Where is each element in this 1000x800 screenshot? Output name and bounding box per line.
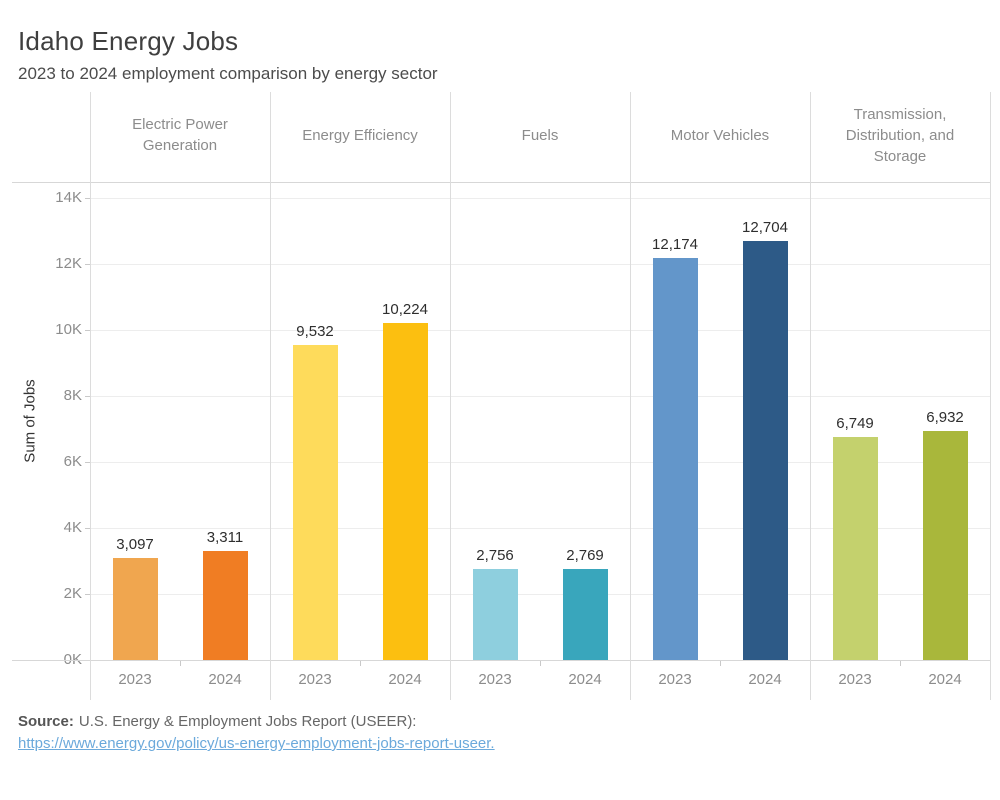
bar-2023[interactable] xyxy=(292,345,338,660)
bar-2023[interactable] xyxy=(112,558,158,660)
panel-divider xyxy=(450,92,451,700)
source-link[interactable]: https://www.energy.gov/policy/us-energy-… xyxy=(18,735,495,752)
bar-2024[interactable] xyxy=(562,569,608,660)
bar-value-label: 12,174 xyxy=(652,236,698,253)
chart-title: Idaho Energy Jobs xyxy=(18,26,239,56)
y-tick-label: 10K xyxy=(55,321,82,338)
x-tick-mark xyxy=(360,661,361,666)
source-label: Source: xyxy=(18,713,74,730)
panel-divider xyxy=(990,92,991,700)
panel-header: Motor Vehicles xyxy=(670,126,770,144)
y-tick-label: 4K xyxy=(63,519,82,536)
x-tick-mark xyxy=(180,661,181,666)
bar-value-label: 10,224 xyxy=(382,301,428,318)
source-note: Source: U.S. Energy & Employment Jobs Rep… xyxy=(18,711,495,755)
y-tick-label: 6K xyxy=(63,453,82,470)
panel-header: Transmission, Distribution, and Storage xyxy=(845,105,955,165)
y-tick-mark xyxy=(85,462,90,463)
chart-subtitle: 2023 to 2024 employment comparison by en… xyxy=(18,64,438,83)
y-tick-label: 12K xyxy=(55,255,82,272)
y-tick-mark xyxy=(85,396,90,397)
y-tick-mark xyxy=(85,264,90,265)
x-tick-label: 2024 xyxy=(748,671,782,688)
y-gridline xyxy=(90,594,990,595)
x-tick-label: 2023 xyxy=(478,671,512,688)
plot-top-border xyxy=(12,182,990,183)
x-axis-line xyxy=(12,660,990,661)
x-tick-mark xyxy=(720,661,721,666)
bar-2023[interactable] xyxy=(472,569,518,660)
bar-value-label: 3,097 xyxy=(116,536,154,553)
x-tick-label: 2023 xyxy=(658,671,692,688)
panel-divider xyxy=(810,92,811,700)
bar-value-label: 6,749 xyxy=(836,415,874,432)
y-tick-label: 8K xyxy=(63,387,82,404)
y-gridline xyxy=(90,528,990,529)
panel-header: Fuels xyxy=(521,126,559,144)
bar-2024[interactable] xyxy=(922,431,968,660)
y-gridline xyxy=(90,330,990,331)
bar-value-label: 12,704 xyxy=(742,219,788,236)
y-tick-mark xyxy=(85,330,90,331)
bar-2023[interactable] xyxy=(832,437,878,660)
source-text: U.S. Energy & Employment Jobs Report (US… xyxy=(78,713,417,730)
panel-header: Energy Efficiency xyxy=(302,126,418,144)
y-gridline xyxy=(90,264,990,265)
x-tick-label: 2024 xyxy=(568,671,602,688)
bar-value-label: 2,756 xyxy=(476,547,514,564)
y-tick-label: 0K xyxy=(63,651,82,668)
panel-divider xyxy=(90,92,91,700)
y-tick-label: 2K xyxy=(63,585,82,602)
bar-value-label: 3,311 xyxy=(206,529,244,546)
y-gridline xyxy=(90,198,990,199)
bar-2024[interactable] xyxy=(742,241,788,660)
bar-2024[interactable] xyxy=(202,551,248,660)
x-tick-label: 2023 xyxy=(298,671,332,688)
bar-2023[interactable] xyxy=(652,258,698,660)
panel-header: Electric Power Generation xyxy=(132,116,228,154)
x-tick-label: 2023 xyxy=(118,671,152,688)
bar-2024[interactable] xyxy=(382,323,428,660)
y-gridline xyxy=(90,462,990,463)
panel-divider xyxy=(630,92,631,700)
x-tick-label: 2024 xyxy=(928,671,962,688)
y-tick-mark xyxy=(85,528,90,529)
panel-divider xyxy=(270,92,271,700)
y-tick-mark xyxy=(85,594,90,595)
y-tick-mark xyxy=(85,198,90,199)
y-axis-title: Sum of Jobs xyxy=(21,379,39,463)
x-tick-mark xyxy=(900,661,901,666)
x-tick-label: 2024 xyxy=(388,671,422,688)
x-tick-mark xyxy=(540,661,541,666)
bar-value-label: 6,932 xyxy=(926,409,964,426)
x-tick-label: 2023 xyxy=(838,671,872,688)
y-gridline xyxy=(90,396,990,397)
bar-value-label: 2,769 xyxy=(566,547,604,564)
y-tick-label: 14K xyxy=(55,189,82,206)
x-tick-label: 2024 xyxy=(208,671,242,688)
bar-value-label: 9,532 xyxy=(296,323,334,340)
